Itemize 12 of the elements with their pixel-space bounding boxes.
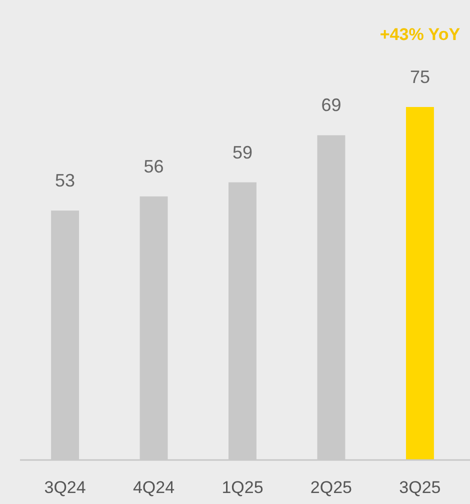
- data-label: 56: [144, 156, 164, 176]
- data-label: 59: [232, 142, 253, 162]
- x-tick-label: 1Q25: [222, 478, 264, 497]
- data-label: 53: [55, 170, 76, 191]
- x-tick-label: 2Q25: [310, 478, 352, 497]
- text: +43% YoY: [380, 25, 461, 44]
- x-tick-label: 3Q25: [399, 478, 441, 497]
- data-label: 69: [321, 95, 342, 116]
- x-tick-label: 4Q24: [132, 478, 175, 497]
- data-label: 75: [410, 67, 430, 87]
- bar: [406, 107, 434, 460]
- x-tick-label: 3Q24: [44, 478, 86, 497]
